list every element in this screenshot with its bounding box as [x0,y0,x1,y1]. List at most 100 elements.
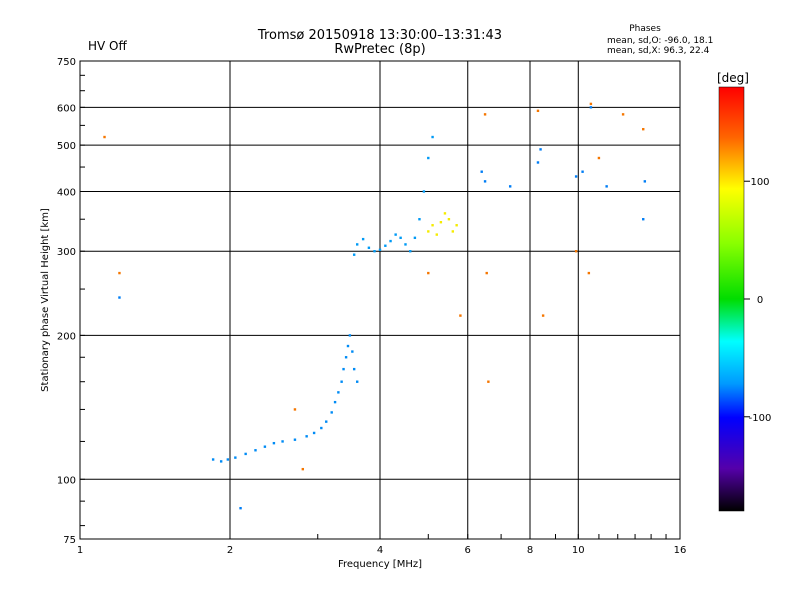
data-point [234,456,237,459]
phases-title: Phases [629,24,661,34]
data-point [373,250,376,253]
x-tick-label: 16 [674,545,687,556]
data-point [263,445,267,448]
x-tick-label: 8 [527,545,533,556]
data-point [574,250,578,253]
data-point [431,135,434,139]
data-point [330,411,333,414]
data-point [589,102,593,106]
data-point [118,271,121,275]
data-point [219,460,223,463]
data-point [404,243,407,246]
data-point [337,391,340,394]
data-point [344,356,348,359]
data-point [305,435,308,438]
data-point [346,344,350,348]
y-tick-label: 300 [57,247,76,258]
y-axis-ticks: 75 100 200 300 400 500 600 750 [57,57,85,546]
x-axis-ticks: 1 2 4 6 8 10 16 [77,534,687,556]
data-point [439,221,443,224]
data-point [293,408,297,411]
data-point [355,243,359,246]
data-point [422,190,426,193]
data-point [293,438,297,441]
data-point [103,135,106,139]
data-point [378,248,382,252]
data-point [459,314,462,317]
colorbar-label: [deg] [717,71,749,85]
data-point [351,350,354,353]
data-point [342,367,345,371]
data-point [483,180,487,183]
data-point [281,440,284,443]
data-point [352,367,356,371]
data-point [431,224,434,227]
data-point [435,233,438,236]
data-point [333,400,337,404]
data-point [451,230,455,233]
data-point [254,449,257,452]
data-point [301,467,305,471]
data-point [226,458,230,461]
data-point [325,420,328,423]
data-point [597,156,601,160]
data-point [352,253,356,256]
data-point [427,230,430,233]
data-point [485,271,488,275]
y-tick-label: 400 [57,187,76,198]
colorbar-ticks: 100 0 -100 [744,177,771,424]
data-point [320,426,323,430]
data-point [361,237,365,241]
colorbar-tick-label: -100 [749,413,772,424]
x-tick-label: 10 [572,545,585,556]
data-point [239,506,242,510]
data-point [589,106,593,109]
data-points [103,102,647,510]
data-point [536,109,540,113]
y-tick-label: 600 [57,103,76,114]
colorbar-tick-label: 100 [750,177,769,188]
data-point [483,113,487,116]
data-point [394,233,397,236]
y-tick-label: 500 [57,141,76,152]
data-point [118,296,121,299]
data-point [211,458,215,461]
data-point [536,161,540,164]
data-point [605,185,608,188]
colorbar [718,86,745,512]
y-axis-label: Stationary phase Virtual Height [km] [40,208,51,392]
data-point [312,431,316,435]
data-point [508,185,512,188]
data-point [621,113,625,116]
phases-o-stats: mean, sd,O: -96.0, 18.1 [607,36,713,46]
x-tick-label: 2 [227,545,233,556]
data-point [642,127,645,131]
phases-x-stats: mean, sd,X: 96.3, 22.4 [607,46,710,56]
chart-subtitle: RwPretec (8p) [334,42,425,57]
data-point [642,218,645,221]
data-point [418,218,421,221]
data-point [447,218,451,221]
hv-status: HV Off [88,39,127,53]
data-point [355,380,359,383]
data-point [427,271,430,275]
data-point [348,334,352,337]
data-point [443,212,447,215]
data-point [643,180,647,183]
colorbar-tick-label: 0 [757,295,763,306]
data-point [427,156,430,160]
data-point [244,452,247,456]
data-point [367,246,371,249]
data-point [409,250,412,253]
data-point [413,236,417,240]
y-tick-label: 75 [63,535,76,546]
data-point [399,236,402,240]
y-tick-label: 750 [57,57,76,68]
data-point [487,380,490,383]
x-tick-label: 4 [377,545,383,556]
y-tick-label: 100 [57,475,76,486]
data-point [480,170,483,173]
data-point [539,148,542,151]
data-point [389,239,392,243]
